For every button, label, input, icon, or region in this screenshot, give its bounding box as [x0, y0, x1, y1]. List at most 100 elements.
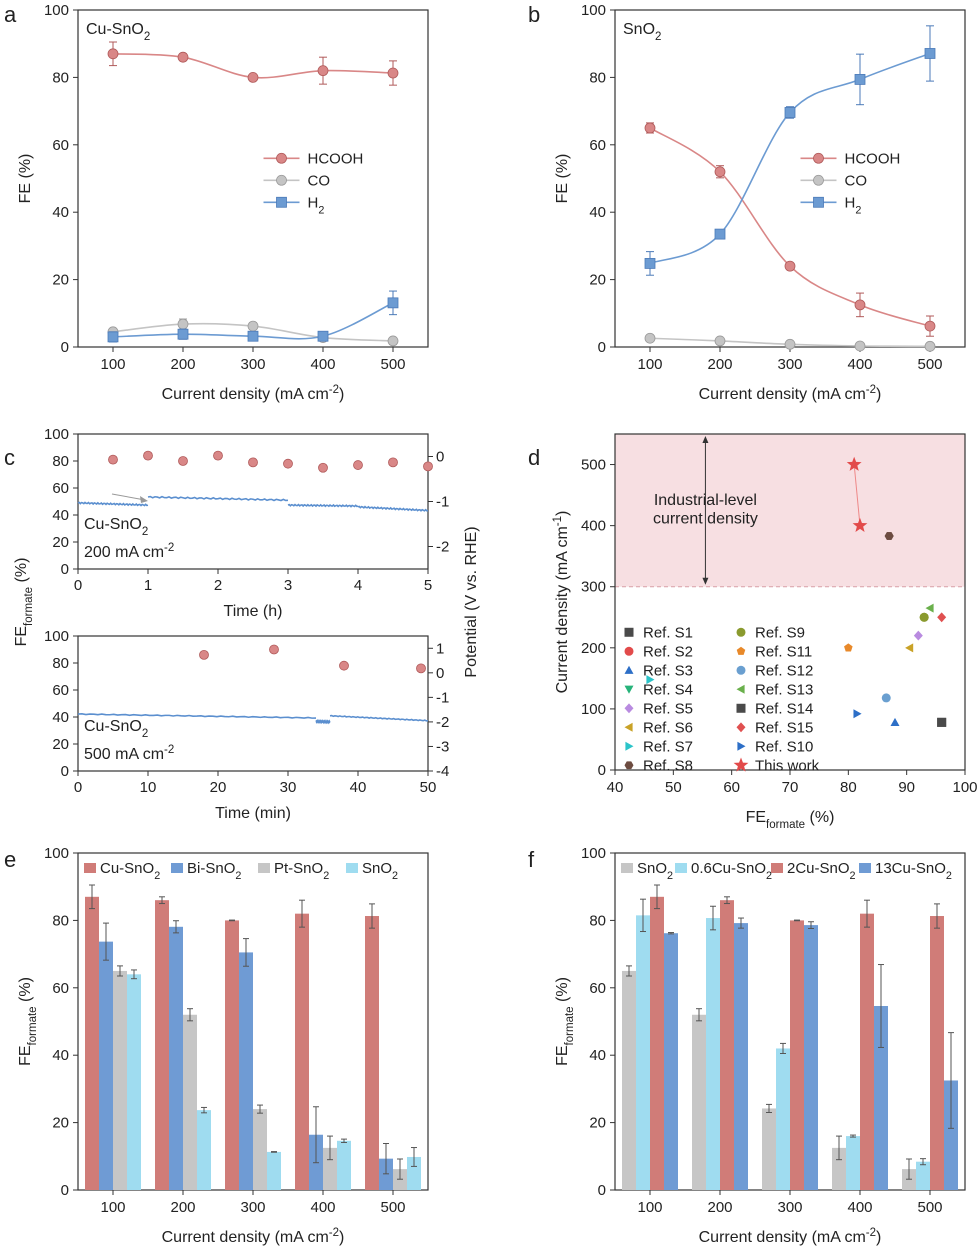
- e-bar-SnO2: [337, 1141, 351, 1190]
- e-legend-swatch: [258, 863, 270, 873]
- b-point-CO: [855, 341, 865, 351]
- panel-label-f: f: [528, 847, 535, 872]
- d-xtick-label: 40: [607, 779, 624, 796]
- b-ytick-label: 40: [589, 204, 606, 221]
- panel-label-d: d: [528, 445, 540, 470]
- c2-fe-point: [417, 664, 426, 673]
- f-bar-2Cu-SnO2: [790, 920, 804, 1190]
- a-ytick-label: 40: [52, 204, 69, 221]
- d-xlabel: FEformate (%): [746, 809, 835, 831]
- a-point-HCOOH: [178, 52, 188, 62]
- b-ylabel: FE (%): [554, 154, 571, 204]
- c1-y2tick-label: -1: [436, 494, 449, 511]
- e-bar-Pt-SnO2: [253, 1109, 267, 1190]
- d-legend-marker: [737, 628, 746, 637]
- f-ytick-label: 80: [589, 912, 606, 929]
- c2-ytick-label: 60: [52, 682, 69, 699]
- b-point-HCOOH: [645, 123, 655, 133]
- c1-ytick-label: 100: [44, 426, 69, 443]
- d-legend-marker: [625, 666, 634, 674]
- d-legend-label: Ref. S12: [755, 662, 813, 679]
- f-bar-13Cu-SnO2: [804, 925, 818, 1190]
- f-bar-0.6Cu-SnO2: [776, 1048, 790, 1190]
- d-legend-label: Ref. S7: [643, 738, 693, 755]
- c2-potential-trace: [316, 721, 330, 722]
- b-point-CO: [925, 341, 935, 351]
- f-bar-SnO2: [762, 1108, 776, 1190]
- d-ytick-label: 300: [581, 579, 606, 596]
- c2-ytick-label: 20: [52, 736, 69, 753]
- d-legend-label: This work: [755, 757, 820, 774]
- f-ytick-label: 60: [589, 980, 606, 997]
- e-bar-Cu-SnO2: [225, 920, 239, 1190]
- b-xtick-label: 200: [707, 356, 732, 373]
- f-bar-0.6Cu-SnO2: [846, 1136, 860, 1190]
- c1-potential-trace: [288, 505, 358, 507]
- c-y2label: Potential (V vs. RHE): [463, 526, 480, 677]
- a-point-H2: [318, 331, 328, 341]
- e-bar-Cu-SnO2: [365, 916, 379, 1190]
- c1-fe-point: [249, 458, 258, 467]
- c2-xlabel: Time (min): [215, 805, 291, 822]
- d-legend-marker: [625, 723, 633, 732]
- a-xtick-label: 200: [170, 356, 195, 373]
- c2-xtick-label: 30: [280, 779, 297, 796]
- d-point-Ref-S5: [914, 631, 923, 641]
- a-legend-marker: [277, 153, 287, 163]
- a-xlabel: Current density (mA cm-2): [162, 384, 345, 403]
- c1-ytick-label: 0: [61, 561, 69, 578]
- c2-y2tick-label: 1: [436, 640, 444, 657]
- panel-f-bars: 0 20 40 60 80 100 100 200 300 400 500 Current densi…: [554, 845, 965, 1246]
- d-legend-label: Ref. S3: [643, 662, 693, 679]
- a-point-CO: [178, 319, 188, 329]
- e-legend-swatch: [171, 863, 183, 873]
- c2-xtick-label: 10: [140, 779, 157, 796]
- f-xtick-label: 400: [847, 1199, 872, 1216]
- e-legend-label: Pt-SnO2: [274, 860, 329, 882]
- e-xtick-label: 400: [310, 1199, 335, 1216]
- panel-e-bars: 020406080100100 200 300 400 500Current densi…: [17, 845, 428, 1246]
- c1-fe-point: [214, 451, 223, 460]
- a-legend-label: HCOOH: [308, 150, 364, 167]
- c1-xtick-label: 0: [74, 577, 82, 594]
- f-legend-label: 0.6Cu-SnO2: [691, 860, 772, 882]
- f-xtick-label: 500: [917, 1199, 942, 1216]
- c1-y2tick-label: -2: [436, 539, 449, 556]
- b-point-H2: [925, 48, 935, 58]
- a-point-H2: [178, 329, 188, 339]
- c2-xtick-label: 0: [74, 779, 82, 796]
- f-legend-swatch: [859, 863, 871, 873]
- d-xtick-label: 50: [665, 779, 682, 796]
- f-bar-2Cu-SnO2: [860, 914, 874, 1190]
- e-ytick-label: 60: [52, 980, 69, 997]
- f-legend-swatch: [675, 863, 687, 873]
- f-bar-2Cu-SnO2: [650, 897, 664, 1190]
- e-ytick-label: 20: [52, 1115, 69, 1132]
- c1-sample-label: Cu-SnO2: [84, 516, 148, 538]
- d-legend-label: Ref. S4: [643, 681, 693, 698]
- b-point-H2: [855, 74, 865, 84]
- b-xlabel: Current density (mA cm-2): [699, 384, 882, 403]
- b-xtick-label: 500: [917, 356, 942, 373]
- c1-fe-point: [284, 459, 293, 468]
- b-xtick-label: 100: [637, 356, 662, 373]
- c2-ytick-label: 40: [52, 709, 69, 726]
- a-legend-marker: [277, 197, 287, 207]
- d-point-Ref-S6: [905, 643, 913, 652]
- f-xlabel: Current density (mA cm-2): [699, 1227, 882, 1246]
- f-legend-label: 2Cu-SnO2: [787, 860, 856, 882]
- c2-y2tick-label: -1: [436, 689, 449, 706]
- f-ytick-label: 40: [589, 1047, 606, 1064]
- a-legend-marker: [277, 175, 287, 185]
- d-point-Ref-S3: [891, 718, 900, 726]
- c1-ytick-label: 20: [52, 534, 69, 551]
- e-bar-Cu-SnO2: [155, 900, 169, 1190]
- f-bar-2Cu-SnO2: [930, 916, 944, 1190]
- e-ytick-label: 0: [61, 1182, 69, 1199]
- b-ytick-label: 100: [581, 2, 606, 19]
- c1-ytick-label: 60: [52, 480, 69, 497]
- b-point-HCOOH: [855, 300, 865, 310]
- c2-y2tick-label: -4: [436, 763, 449, 780]
- a-xtick-label: 100: [100, 356, 125, 373]
- panel-label-a: a: [4, 2, 17, 27]
